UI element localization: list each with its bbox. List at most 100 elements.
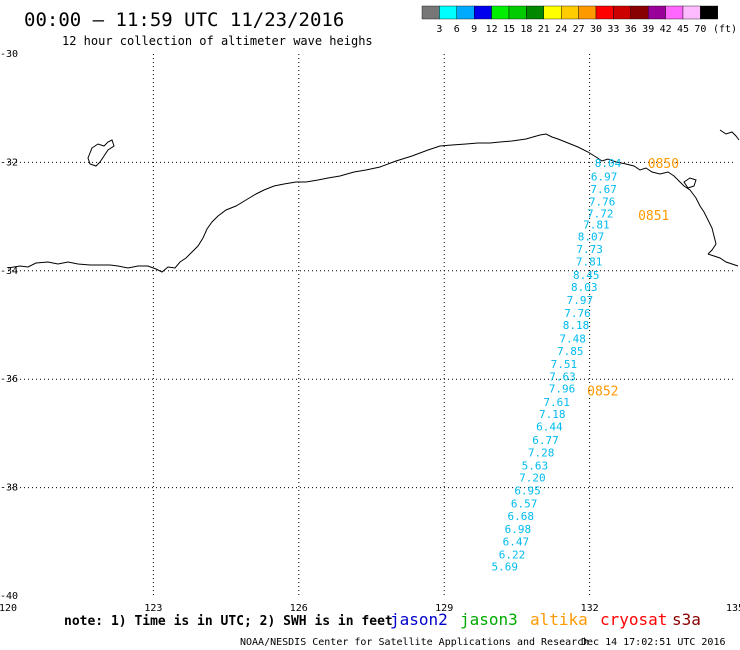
swh-label: 6.77 <box>532 434 559 447</box>
swh-label: 5.63 <box>522 459 549 472</box>
swh-label: 7.63 <box>549 370 576 383</box>
swh-label: 7.81 <box>583 219 610 232</box>
scale-swatch <box>474 5 492 20</box>
scale-swatch <box>543 5 562 20</box>
kangaroo-island <box>683 177 697 189</box>
lat-tick-label: -34 <box>0 266 18 277</box>
swh-label: 6.95 <box>514 484 541 497</box>
swh-label: 7.76 <box>589 195 616 208</box>
swh-label: 7.67 <box>590 183 617 196</box>
satellite-legend-item: jason3 <box>460 610 518 629</box>
satellite-track-times: 0850 0851 0852 <box>587 157 679 400</box>
lon-tick-label: 129 <box>435 603 453 614</box>
satellite-legend: jason2 jason3 altika cryosat s3a <box>390 610 701 629</box>
australia-south-coast <box>7 133 717 273</box>
swh-label: 7.51 <box>551 358 578 371</box>
scale-tick-label: 27 <box>573 24 585 35</box>
swh-label: 7.20 <box>519 471 546 484</box>
footer-note: note: 1) Time is in UTC; 2) SWH is in fe… <box>64 614 393 629</box>
swh-label: 6.97 <box>591 170 618 183</box>
scale-swatch <box>630 5 649 20</box>
scale-swatch <box>456 5 475 20</box>
lat-tick-label: -38 <box>0 483 18 494</box>
swh-label: 5.69 <box>492 561 519 574</box>
swh-label: 8.07 <box>578 231 605 244</box>
coastline <box>7 129 740 273</box>
gulf-coast-east <box>707 253 739 267</box>
lat-tick-label: -32 <box>0 157 18 168</box>
eastern-coast-fragment <box>719 129 740 141</box>
swh-label: 6.44 <box>536 420 563 433</box>
scale-tick-label: 6 <box>454 24 460 35</box>
footer-credit: NOAA/NESDIS Center for Satellite Applica… <box>240 637 589 648</box>
scale-unit: (ft) <box>713 24 737 35</box>
lat-tick-label: -36 <box>0 374 18 385</box>
scale-swatch <box>526 5 545 20</box>
scale-swatch <box>613 5 632 20</box>
swh-label: 7.81 <box>576 256 603 269</box>
scale-swatch <box>578 5 597 20</box>
swh-label: 8.45 <box>573 269 600 282</box>
wave-height-scale-labels: 3 6 9 12 15 18 21 24 27 30 33 36 39 42 45 70 <box>436 24 706 35</box>
swh-label: 7.97 <box>567 294 594 307</box>
swh-label: 6.47 <box>503 535 530 548</box>
scale-tick-label: 42 <box>660 24 672 35</box>
scale-tick-label: 9 <box>471 24 477 35</box>
scale-tick-label: 45 <box>677 24 689 35</box>
wave-height-color-scale <box>421 5 719 20</box>
satellite-legend-item: cryosat <box>600 610 667 629</box>
track-time-label: 0852 <box>587 385 618 400</box>
satellite-track: 8.046.977.677.767.727.818.077.737.818.45… <box>492 157 622 574</box>
swh-label: 7.85 <box>557 345 584 358</box>
scale-swatch <box>561 5 579 20</box>
lat-tick-label: -30 <box>0 49 18 60</box>
satellite-legend-item: s3a <box>672 610 701 629</box>
swh-label: 7.76 <box>564 307 591 320</box>
lat-tick-label: -40 <box>0 591 18 602</box>
swh-label: 8.03 <box>571 281 598 294</box>
scale-tick-label: 33 <box>607 24 619 35</box>
scale-tick-label: 39 <box>642 24 654 35</box>
scale-tick-label: 18 <box>520 24 532 35</box>
swh-label: 6.22 <box>499 548 526 561</box>
swh-label: 6.68 <box>508 510 535 523</box>
scale-tick-label: 15 <box>503 24 515 35</box>
swh-label: 7.96 <box>549 382 576 395</box>
lon-tick-label: 123 <box>144 603 162 614</box>
lon-tick-label: 120 <box>0 603 17 614</box>
lat-lon-grid: 120 123 126 129 132 135 -30 -32 -34 -36 -38 -40 <box>0 49 740 614</box>
scale-tick-label: 12 <box>486 24 498 35</box>
swh-label: 8.18 <box>563 319 590 332</box>
scale-tick-label: 30 <box>590 24 602 35</box>
swh-label: 6.98 <box>505 523 532 536</box>
scale-swatch <box>508 5 527 20</box>
scale-tick-label: 36 <box>625 24 637 35</box>
scale-swatch <box>648 5 666 20</box>
track-time-label: 0851 <box>638 209 669 224</box>
swh-label: 7.61 <box>543 396 570 409</box>
swh-label: 8.04 <box>595 157 622 170</box>
swh-label: 6.57 <box>511 497 538 510</box>
scale-swatch <box>491 5 510 20</box>
track-time-label: 0850 <box>648 157 679 172</box>
lon-tick-label: 126 <box>290 603 308 614</box>
scale-tick-label: 24 <box>555 24 567 35</box>
scale-swatch <box>595 5 614 20</box>
footer-generated: Dec 14 17:02:51 UTC 2016 <box>581 637 726 648</box>
swh-label: 7.18 <box>539 408 566 421</box>
scale-swatch <box>665 5 684 20</box>
scale-tick-label: 21 <box>538 24 550 35</box>
satellite-legend-item: jason2 <box>390 610 448 629</box>
swh-label: 7.28 <box>528 446 555 459</box>
lon-tick-label: 135 <box>726 603 740 614</box>
swh-label: 7.72 <box>587 207 614 220</box>
scale-swatch <box>421 5 440 20</box>
map-subtitle: 12 hour collection of altimeter wave hei… <box>62 34 373 48</box>
swh-label: 7.48 <box>559 333 586 346</box>
satellite-legend-item: altika <box>530 610 588 629</box>
scale-swatch <box>439 5 457 20</box>
lon-tick-label: 132 <box>581 603 599 614</box>
scale-tick-label: 3 <box>436 24 442 35</box>
map-title: 00:00 — 11:59 UTC 11/23/2016 <box>24 9 344 31</box>
